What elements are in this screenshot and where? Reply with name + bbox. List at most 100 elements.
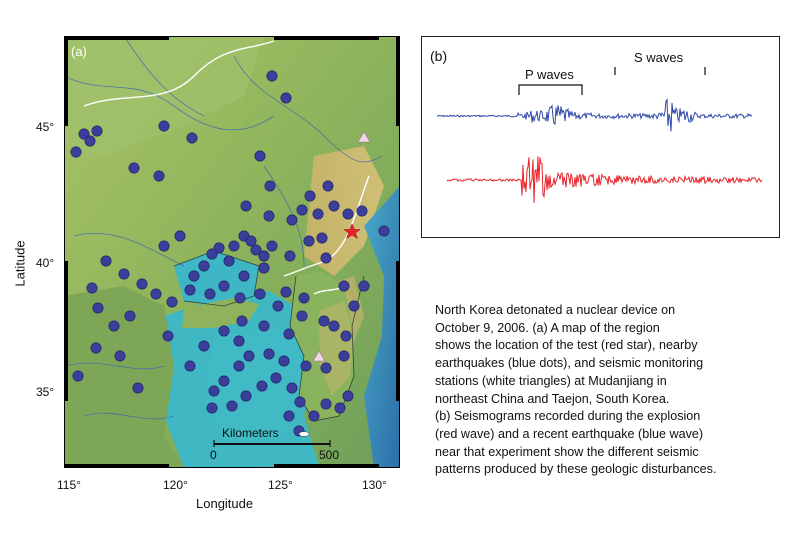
- scale-bar-label: Kilometers: [222, 426, 279, 440]
- earthquake-dot: [320, 252, 332, 264]
- earthquake-dot: [312, 208, 324, 220]
- caption-line: shows the location of the test (red star…: [435, 338, 698, 353]
- earthquake-dot: [254, 288, 266, 300]
- scale-bar: Kilometers 0 500: [210, 426, 339, 462]
- earthquake-dot: [158, 120, 170, 132]
- earthquake-dot: [286, 214, 298, 226]
- earthquake-dot: [166, 296, 178, 308]
- scale-bar-start: 0: [210, 448, 217, 462]
- earthquake-dot: [240, 200, 252, 212]
- earthquake-dot: [358, 280, 370, 292]
- earthquake-dot: [233, 335, 245, 347]
- earthquake-dot: [356, 205, 368, 217]
- y-tick-40: 40°: [36, 256, 55, 270]
- earthquake-dot: [72, 370, 84, 382]
- earthquake-dot: [266, 240, 278, 252]
- earthquake-dot: [340, 330, 352, 342]
- s-waves-label: S waves: [634, 50, 684, 65]
- earthquake-dot: [303, 235, 315, 247]
- earthquake-dot: [238, 270, 250, 282]
- explosion-star-icon: [343, 223, 361, 240]
- earthquake-dot: [228, 240, 240, 252]
- seismogram-panel: (b) P waves S waves: [421, 36, 780, 238]
- earthquake-dot: [378, 225, 390, 237]
- earthquake-dot: [342, 208, 354, 220]
- caption-line: earthquakes (blue dots), and seismic mon…: [435, 356, 704, 371]
- earthquake-dot: [70, 146, 82, 158]
- earthquake-dot: [296, 204, 308, 216]
- earthquake-dot: [226, 400, 238, 412]
- relief-map: (a) Kilometers 0 500: [63, 35, 400, 468]
- earthquake-dot: [240, 390, 252, 402]
- earthquake-dot: [348, 300, 360, 312]
- scale-bar-island-icon: [298, 431, 310, 437]
- earthquake-dot: [218, 280, 230, 292]
- earthquake-dot: [294, 396, 306, 408]
- earthquake-dot: [204, 288, 216, 300]
- earthquake-dot: [296, 310, 308, 322]
- map-panel-label: (a): [71, 44, 87, 59]
- y-tick-35: 35°: [36, 385, 55, 399]
- earthquake-dot: [184, 360, 196, 372]
- earthquake-dot: [254, 150, 266, 162]
- earthquake-dot: [243, 350, 255, 362]
- explosion-waveform: [446, 156, 763, 203]
- earthquake-dot: [304, 190, 316, 202]
- earthquake-dot: [264, 180, 276, 192]
- earthquake-dot: [298, 292, 310, 304]
- earthquake-dot: [263, 210, 275, 222]
- earthquake-dot: [245, 235, 257, 247]
- earthquake-dot: [108, 320, 120, 332]
- earthquake-dot: [223, 255, 235, 267]
- scale-bar-end: 500: [319, 448, 339, 462]
- earthquake-dot: [213, 242, 225, 254]
- earthquake-dot: [91, 125, 103, 137]
- caption-line: (b) Seismograms recorded during the expl…: [435, 409, 701, 424]
- earthquake-dots: [70, 70, 390, 437]
- earthquake-dot: [114, 350, 126, 362]
- earthquake-dot: [322, 180, 334, 192]
- earthquake-dot: [124, 310, 136, 322]
- earthquake-dot: [258, 250, 270, 262]
- earthquake-dot: [272, 300, 284, 312]
- earthquake-dot: [334, 402, 346, 414]
- earthquake-dot: [132, 382, 144, 394]
- station-triangle-taejon-icon: [312, 350, 326, 362]
- x-tick-120: 120°: [163, 478, 188, 492]
- earthquake-dot: [286, 382, 298, 394]
- earthquake-dot: [153, 170, 165, 182]
- earthquake-dot: [128, 162, 140, 174]
- earthquake-dot: [92, 302, 104, 314]
- earthquake-dot: [328, 320, 340, 332]
- map-panel: (a) Kilometers 0 500: [63, 35, 400, 468]
- y-tick-45: 45°: [36, 120, 55, 134]
- earthquake-dot: [258, 262, 270, 274]
- earthquake-dot: [162, 330, 174, 342]
- earthquake-dot: [198, 340, 210, 352]
- caption-line: near that experiment show the different …: [435, 444, 699, 459]
- seismogram-panel-label: (b): [430, 48, 447, 64]
- caption-line: northeast China and Taejon, South Korea.: [435, 391, 670, 406]
- earthquake-dot: [78, 128, 90, 140]
- earthquake-dot: [320, 398, 332, 410]
- earthquake-dot: [320, 362, 332, 374]
- earthquake-dot: [280, 92, 292, 104]
- station-triangle-mudanjiang-icon: [357, 131, 371, 143]
- earthquake-dot: [342, 390, 354, 402]
- earthquake-dot: [263, 348, 275, 360]
- earthquake-dot: [233, 360, 245, 372]
- caption-line: North Korea detonated a nuclear device o…: [435, 303, 676, 317]
- earthquake-dot: [278, 355, 290, 367]
- earthquake-dot: [236, 315, 248, 327]
- earthquake-dot: [280, 286, 292, 298]
- earthquake-dot: [250, 244, 262, 256]
- earthquake-dot: [188, 270, 200, 282]
- p-waves-bracket: [518, 84, 583, 95]
- x-axis-label: Longitude: [196, 496, 254, 511]
- earthquake-dot: [136, 278, 148, 290]
- earthquake-dot: [300, 360, 312, 372]
- earthquake-dot: [284, 250, 296, 262]
- earthquake-dot: [186, 132, 198, 144]
- earthquake-dot: [270, 372, 282, 384]
- x-tick-130: 130°: [362, 478, 387, 492]
